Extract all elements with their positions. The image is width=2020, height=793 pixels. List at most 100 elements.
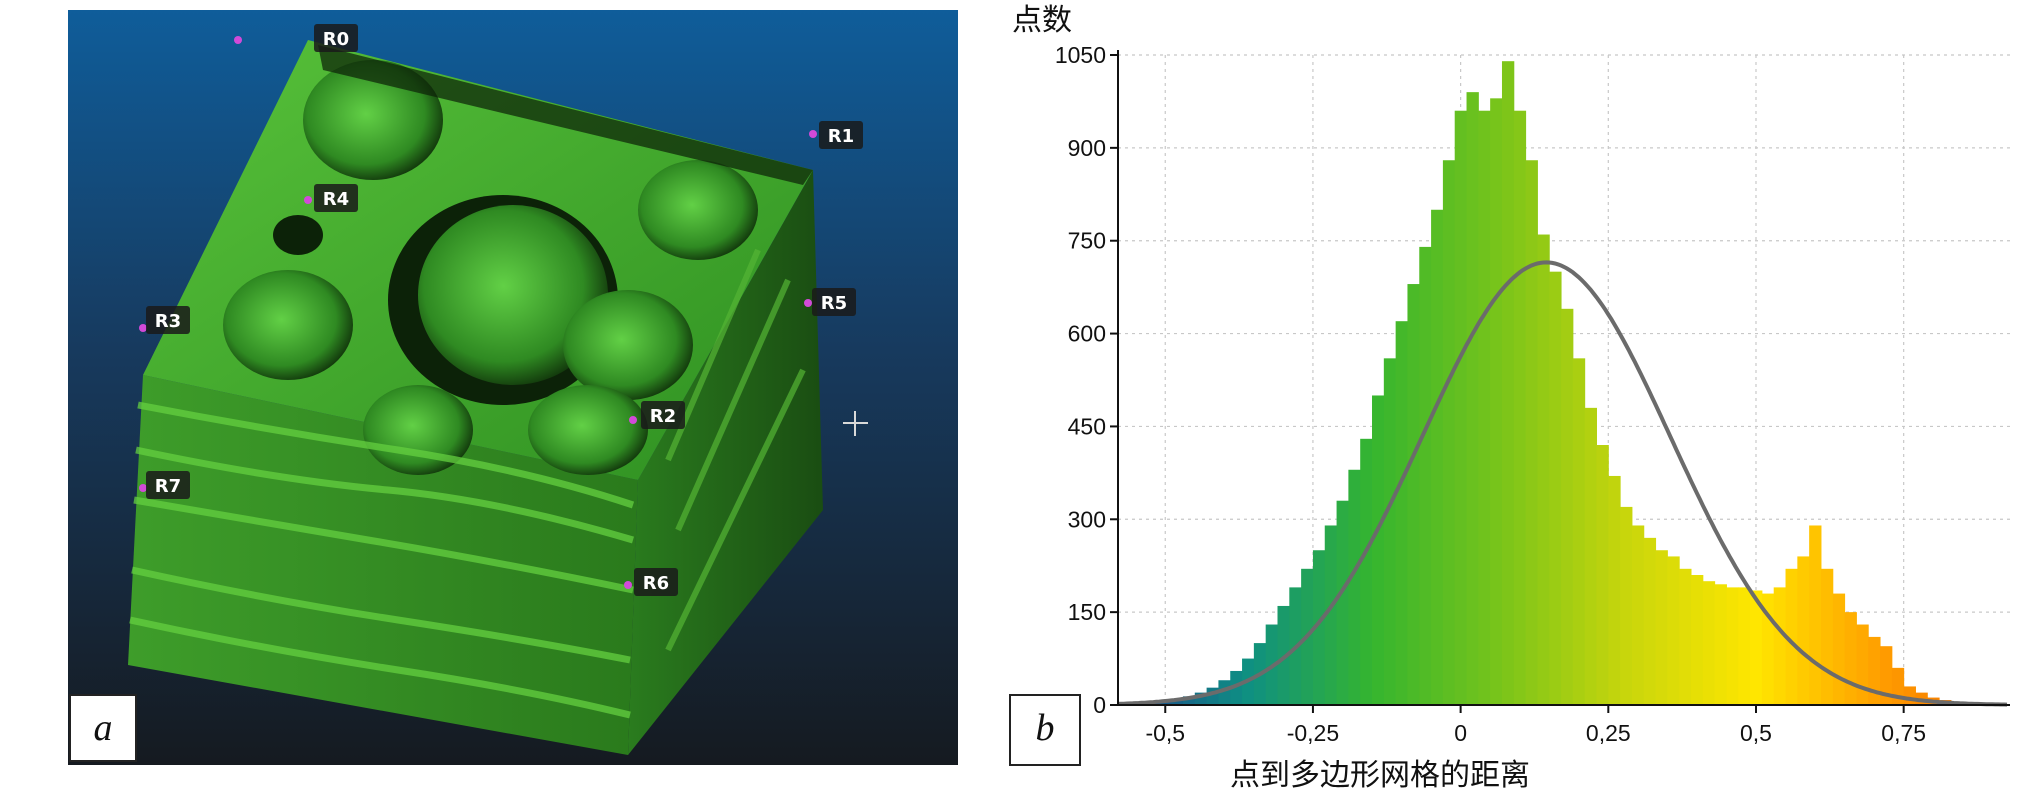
marker-r5: R5: [804, 288, 856, 316]
marker-label: R1: [828, 126, 854, 147]
histogram-bar: [1667, 556, 1680, 705]
histogram-bar: [1903, 686, 1916, 705]
top-cavities: [223, 45, 813, 475]
histogram-bar: [1478, 110, 1491, 705]
histogram-bar: [1643, 537, 1657, 705]
histogram-bar: [1525, 160, 1538, 705]
y-tick-label: 300: [1068, 506, 1106, 532]
histogram-bar: [1750, 590, 1763, 705]
y-tick-label: 900: [1068, 135, 1106, 161]
marker-label: R6: [643, 573, 669, 594]
histogram-bar: [1714, 584, 1727, 705]
mesh-block: [128, 40, 823, 755]
histogram-bar: [1561, 308, 1574, 705]
histogram-bar: [1620, 506, 1633, 705]
histogram-bar: [1537, 234, 1550, 705]
histogram-bar: [1702, 581, 1716, 705]
histogram-bar: [1312, 550, 1326, 705]
histogram-bar: [1608, 475, 1621, 705]
histogram-bar: [1407, 284, 1420, 705]
axes: [1117, 50, 2010, 706]
histogram-bar: [1726, 587, 1739, 705]
histogram-bar: [1442, 160, 1456, 705]
y-tick-label: 0: [1093, 692, 1106, 718]
histogram-bar: [1431, 209, 1444, 705]
x-tick-label: 0,25: [1586, 720, 1631, 746]
histogram-bar: [1655, 550, 1668, 705]
y-axis-title: 点数: [1012, 3, 1072, 38]
histogram-bars: [1123, 61, 1999, 706]
histogram-bar: [1785, 568, 1798, 705]
marker-label: R2: [650, 406, 676, 427]
histogram-bar: [1336, 500, 1349, 705]
marker-r3: R3: [139, 306, 190, 334]
panel-a-letter: a: [94, 707, 113, 749]
mesh-view-panel: R0 R1 R2 R3 R4 R5 R6 R7 a: [68, 10, 958, 765]
histogram-bar: [1844, 612, 1857, 705]
histogram-bar: [1738, 587, 1751, 705]
histogram-bar: [1348, 469, 1361, 705]
histogram-bar: [1549, 271, 1562, 705]
marker-r2: R2: [629, 401, 685, 429]
histogram-bar: [1171, 698, 1184, 705]
histogram-bar: [1880, 646, 1893, 705]
marker-label: R7: [155, 476, 181, 497]
histogram-bar: [1832, 593, 1846, 705]
histogram-bar: [1372, 395, 1385, 705]
y-tick-label: 150: [1068, 599, 1106, 625]
histogram-bar: [1360, 438, 1373, 705]
histogram-bar: [1679, 568, 1692, 705]
marker-r6: R6: [624, 568, 678, 596]
y-tick-labels: 0 150 300 450 600 750 900 1050: [1055, 42, 1118, 718]
histogram-bar: [1182, 696, 1196, 705]
x-tick-label: -0,5: [1145, 720, 1185, 746]
histogram-bar: [1383, 358, 1397, 705]
histogram-bar: [1631, 525, 1645, 705]
marker-r0: R0: [234, 24, 358, 52]
x-tick-labels: -0,5 -0,25 0 0,25 0,5 0,75: [1145, 705, 1926, 746]
histogram-bar: [1868, 636, 1881, 705]
histogram-bar: [1596, 445, 1609, 705]
histogram-bar: [1324, 525, 1338, 705]
panel-b-letter: b: [1036, 707, 1055, 749]
marker-r7: R7: [139, 471, 190, 499]
x-axis-title: 点到多边形网格的距离: [1230, 758, 1530, 793]
x-tick-label: 0,75: [1881, 720, 1926, 746]
histogram-bar: [1454, 110, 1468, 705]
histogram-bar: [1809, 525, 1822, 705]
front-striations: [129, 401, 635, 719]
histogram-bar: [1218, 680, 1231, 705]
marker-label: R5: [821, 293, 847, 314]
histogram-bar: [1419, 246, 1432, 705]
histogram-bar: [1584, 407, 1597, 705]
y-tick-label: 600: [1068, 321, 1106, 347]
histogram-bar: [1513, 110, 1527, 705]
marker-label: R3: [155, 311, 181, 332]
y-tick-label: 450: [1068, 413, 1106, 439]
distance-histogram: 0 150 300 450 600 750 900 1050 -0,5 -0,25 0 0,25 0,…: [1009, 3, 2010, 793]
histogram-bar: [1820, 568, 1834, 705]
panel-a-label: a: [69, 694, 137, 762]
x-tick-label: 0,5: [1740, 720, 1772, 746]
histogram-bar: [1691, 575, 1704, 705]
x-tick-label: -0,25: [1287, 720, 1339, 746]
y-tick-label: 750: [1068, 228, 1106, 254]
histogram-bar: [1572, 358, 1586, 705]
histogram-bar: [1395, 321, 1408, 705]
histogram-bar: [1490, 98, 1503, 706]
crosshair-icon: [843, 411, 868, 436]
marker-label: R0: [323, 29, 349, 50]
histogram-bar: [1773, 587, 1787, 705]
histogram-bar: [1501, 61, 1515, 705]
panel-b-label: b: [1009, 694, 1081, 766]
marker-label: R4: [323, 189, 349, 210]
histogram-bar: [1856, 624, 1869, 705]
histogram-bar: [1797, 556, 1810, 705]
normal-fit-curve: [1117, 260, 2008, 707]
histogram-bar: [1466, 92, 1479, 705]
y-tick-label: 1050: [1055, 42, 1106, 68]
histogram-bar: [1230, 670, 1243, 705]
marker-r1: R1: [809, 121, 863, 149]
marker-r4: R4: [304, 184, 358, 212]
x-tick-label: 0: [1454, 720, 1467, 746]
